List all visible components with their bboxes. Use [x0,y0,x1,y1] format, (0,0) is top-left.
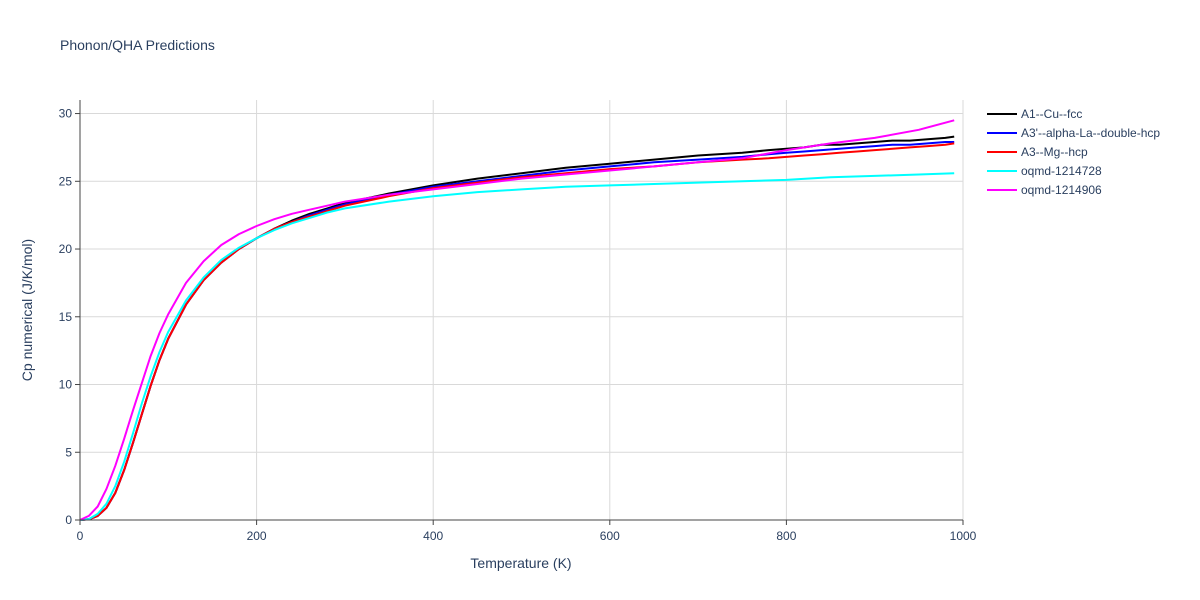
x-tick-label: 0 [77,529,84,543]
y-axis-title: Cp numerical (J/K/mol) [19,239,35,381]
legend-item-3[interactable]: A3--Mg--hcp [987,145,1088,159]
x-tick-label: 800 [776,529,796,543]
legend-label: A1--Cu--fcc [1021,107,1082,121]
y-tick-label: 5 [65,445,72,459]
y-tick-label: 25 [59,174,73,188]
series-line-2[interactable] [79,141,955,521]
legend-item-2[interactable]: A3'--alpha-La--double-hcp [987,126,1160,140]
legend[interactable]: A1--Cu--fcc A3'--alpha-La--double-hcp A3--… [987,107,1160,197]
y-tick-label: 30 [59,107,73,121]
legend-item-5[interactable]: oqmd-1214906 [987,183,1102,197]
series-line-5[interactable] [79,119,955,521]
axes: 0 200 400 600 800 1000 0 5 10 15 20 25 30 [59,100,977,543]
x-tick-label: 400 [423,529,443,543]
legend-item-4[interactable]: oqmd-1214728 [987,164,1102,178]
legend-label: A3--Mg--hcp [1021,145,1088,159]
chart-title: Phonon/QHA Predictions [60,37,215,53]
legend-label: A3'--alpha-La--double-hcp [1021,126,1160,140]
legend-label: oqmd-1214728 [1021,164,1102,178]
y-tick-label: 10 [59,378,73,392]
x-tick-label: 200 [247,529,267,543]
series-line-1[interactable] [79,135,955,521]
y-tick-label: 15 [59,310,73,324]
legend-label: oqmd-1214906 [1021,183,1102,197]
y-tick-label: 0 [65,513,72,527]
plot-area[interactable] [79,119,955,521]
grid [80,100,964,520]
legend-item-1[interactable]: A1--Cu--fcc [987,107,1082,121]
y-tick-label: 20 [59,242,73,256]
series-line-4[interactable] [79,172,955,521]
x-axis-title: Temperature (K) [470,555,571,571]
series-line-3[interactable] [79,142,955,521]
x-tick-label: 1000 [950,529,977,543]
x-tick-label: 600 [600,529,620,543]
